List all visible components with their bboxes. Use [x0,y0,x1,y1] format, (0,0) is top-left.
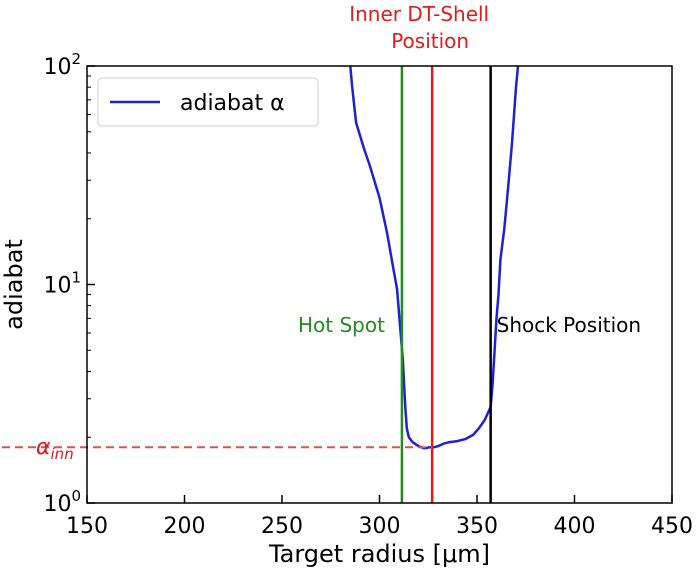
y-tick-exponent-0: 0 [71,487,81,505]
x-tick-label-1: 200 [164,514,206,539]
legend-label-adiabat: adiabat α [180,91,285,116]
series-line-0 [349,66,520,450]
annotations-layer: αinn Hot Spot Inner DT-Shell Position Shock … [2,2,641,463]
x-tick-label-5: 400 [554,514,596,539]
plot-area-frame [86,65,673,504]
legend: adiabat α [97,77,319,127]
alpha-inn-subscript: inn [51,445,74,463]
x-tick-label-6: 450 [651,514,693,539]
y-tick-exponent-1: 1 [71,269,81,287]
x-axis-label: Target radius [μm] [268,540,490,568]
series-layer [349,66,520,450]
y-tick-label-2: 102 [43,50,81,80]
y-tick-exponent-2: 2 [71,50,81,68]
x-tick-label-3: 300 [359,514,401,539]
y-tick-label-0: 100 [43,487,81,517]
legend-box [97,77,319,127]
x-tick-label-0: 150 [66,514,108,539]
y-axis-label: adiabat [0,239,28,330]
x-tick-label-4: 350 [456,514,498,539]
alpha-inn-label: αinn [36,435,74,463]
inner-dt-shell-label: Inner DT-Shell [349,2,489,26]
vertical-lines-layer [400,66,492,503]
shock-position-label: Shock Position [497,313,641,337]
y-tick-label-1: 101 [43,269,81,299]
x-tick-label-2: 250 [261,514,303,539]
hot-spot-label: Hot Spot [298,313,385,337]
inner-dt-shell-label-line2: Position [391,29,469,53]
